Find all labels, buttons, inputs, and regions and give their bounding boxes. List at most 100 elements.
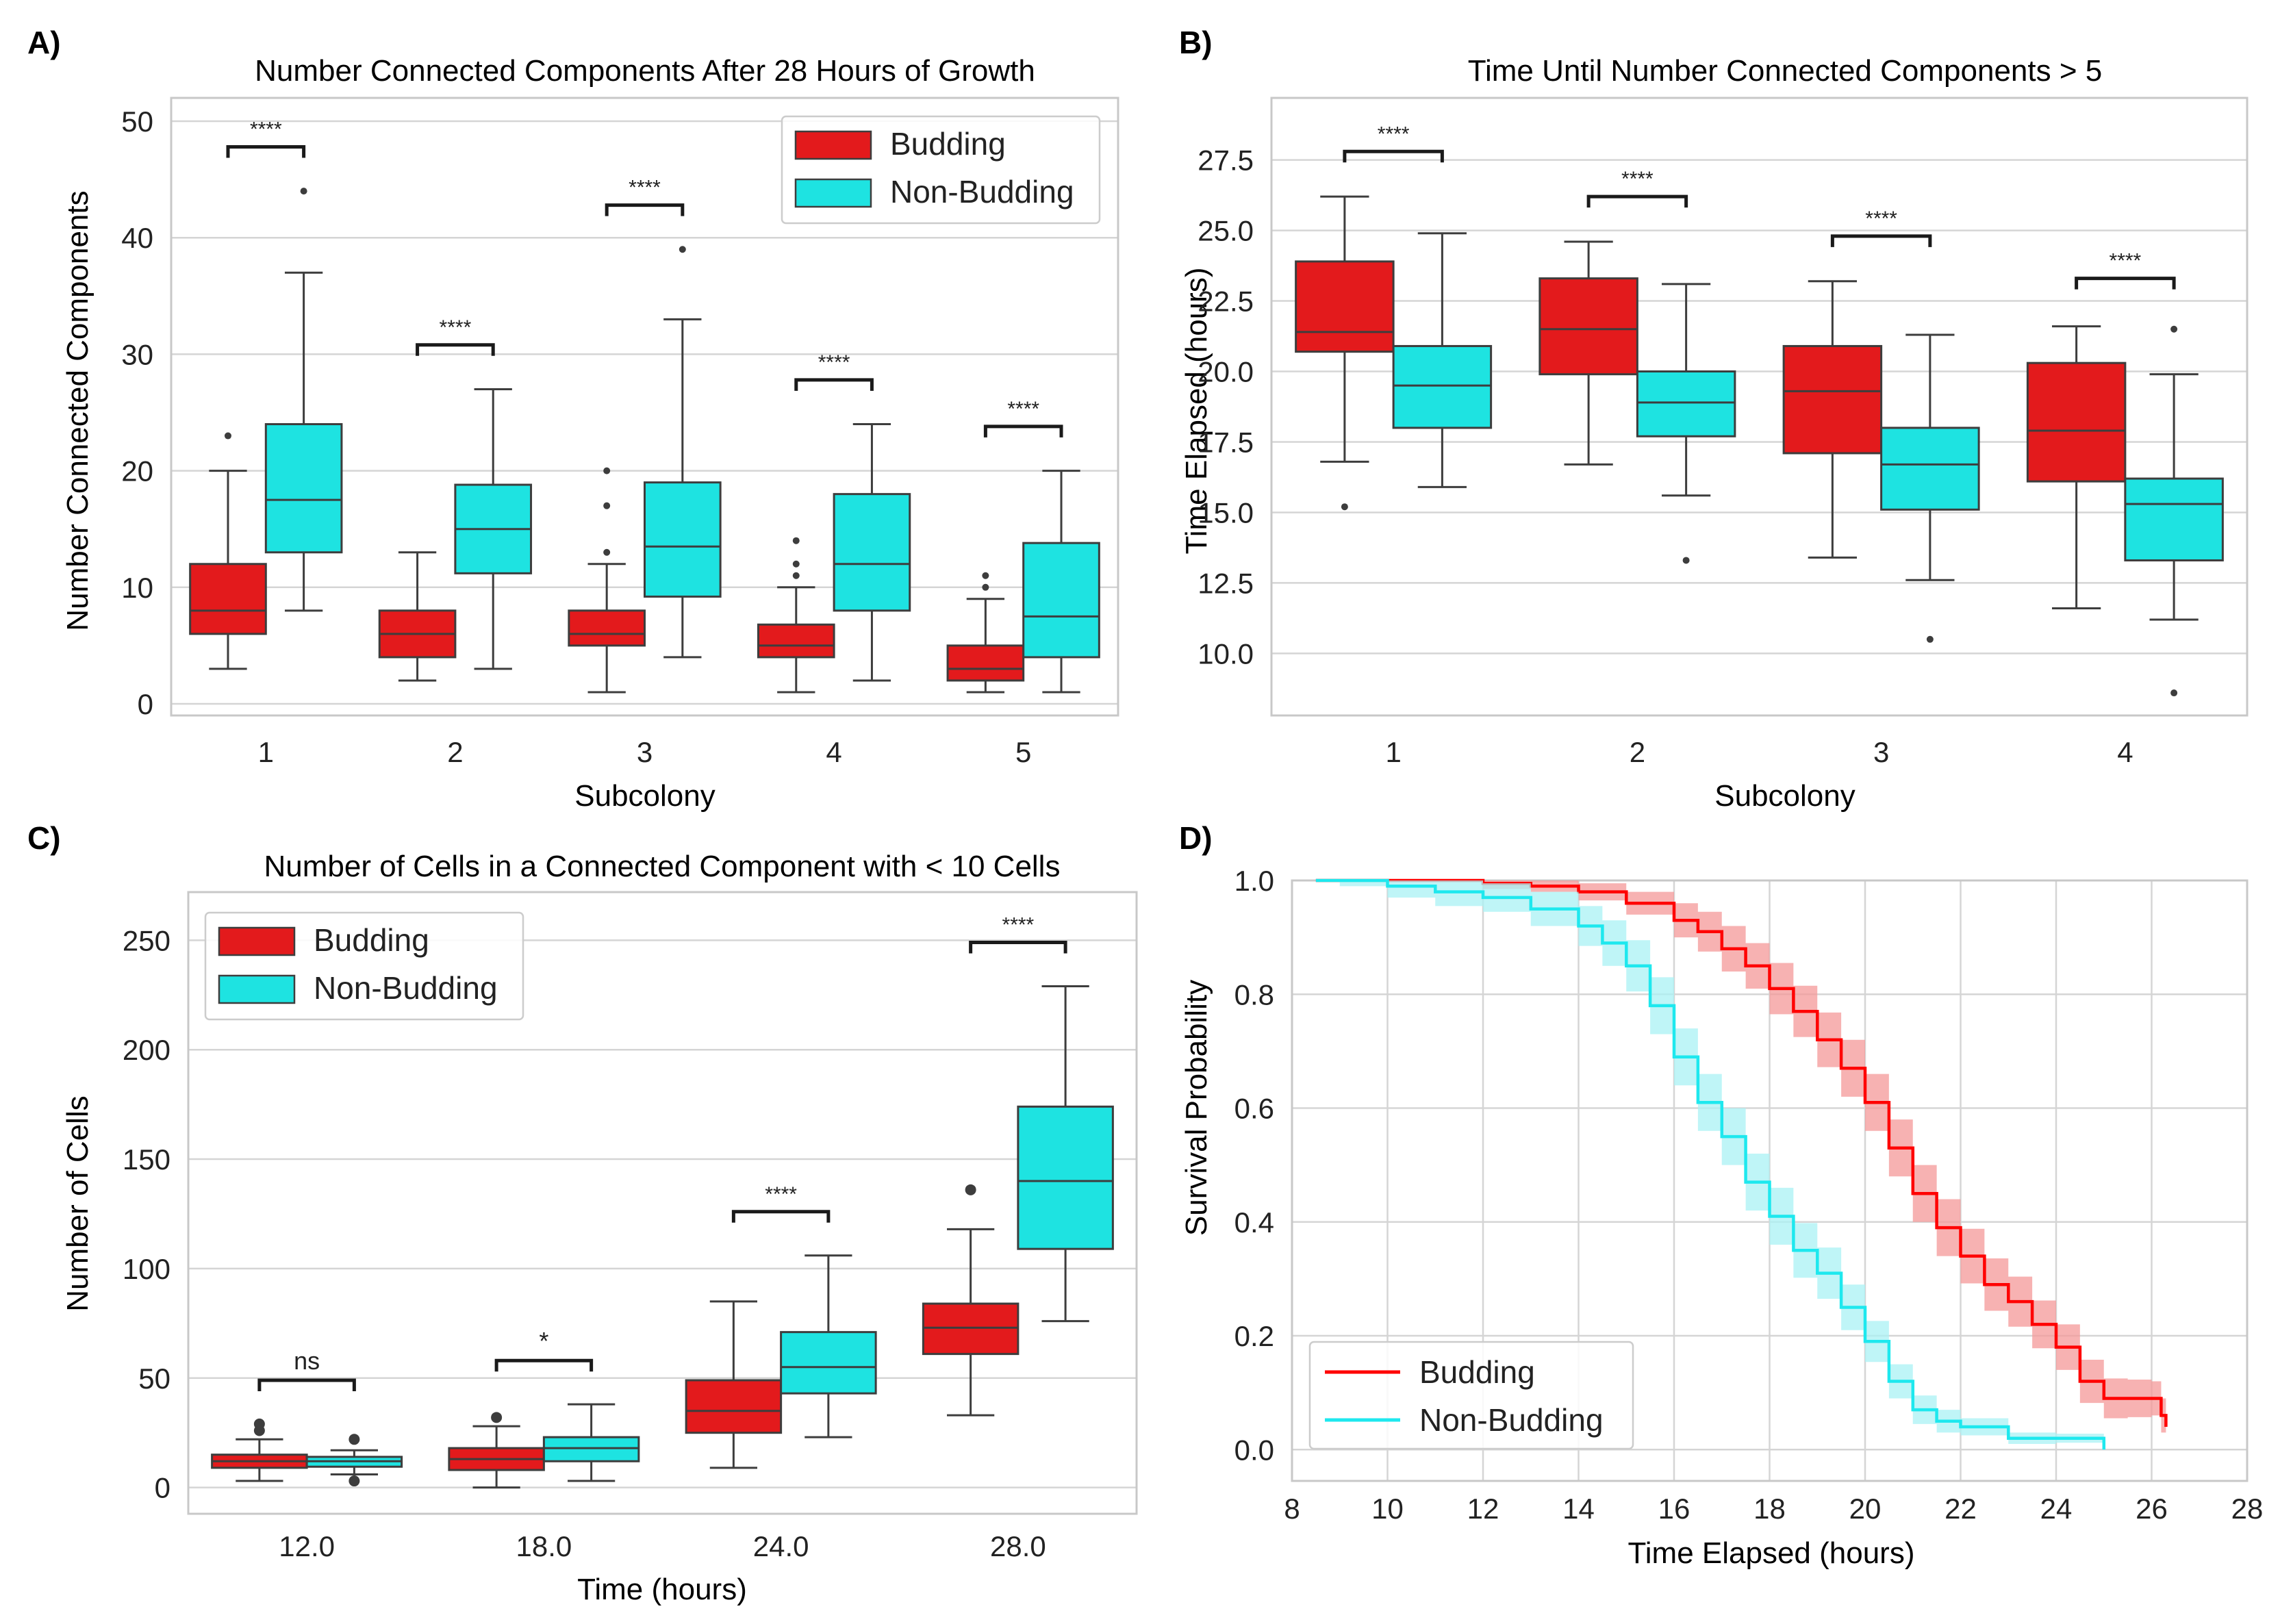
y-tick-label: 40 [121, 222, 153, 254]
plot-frame [170, 97, 1119, 717]
legend-swatch [794, 178, 872, 208]
significance-bracket [794, 378, 874, 391]
outlier-point [982, 572, 989, 579]
outlier-point [603, 467, 611, 474]
panel-b-label: B) [1179, 25, 1213, 60]
box-budding [685, 1379, 783, 1434]
outlier-point [491, 1412, 503, 1423]
y-tick-label: 27.5 [1198, 144, 1254, 177]
x-tick-label: 28 [2231, 1493, 2264, 1525]
outlier-point [603, 548, 611, 556]
legend-swatch [218, 926, 296, 956]
outlier-point [2170, 325, 2178, 333]
outlier-point [300, 188, 307, 195]
significance-bracket [257, 1378, 356, 1391]
significance-label: **** [1865, 207, 1897, 230]
panel-d: D) Time Elapsed (hours) Survival Probabi… [1179, 820, 2263, 1570]
legend-label: Budding [890, 126, 1006, 162]
panel-d-ylabel: Survival Probability [1180, 980, 1213, 1236]
box-non-budding [264, 423, 343, 554]
y-tick-label: 1.0 [1234, 865, 1274, 897]
box-non-budding [833, 493, 911, 612]
plot-frame [187, 891, 1138, 1515]
significance-bracket [983, 424, 1063, 437]
y-tick-label: 50 [138, 1362, 170, 1395]
box-budding [2026, 361, 2127, 483]
x-tick-label: 1 [258, 736, 274, 768]
significance-label: **** [440, 316, 472, 339]
significance-label: **** [2110, 250, 2142, 272]
legend-label: Non-Budding [1419, 1402, 1604, 1438]
x-tick-label: 18.0 [516, 1530, 572, 1562]
panel-d-label: D) [1179, 820, 1213, 856]
significance-label: * [539, 1327, 548, 1355]
outlier-point [679, 246, 686, 253]
panel-a-ylabel: Number Connected Components [61, 190, 94, 631]
x-tick-label: 24.0 [753, 1530, 809, 1562]
legend-swatch [794, 130, 872, 160]
significance-bracket [605, 203, 685, 216]
box-non-budding [1017, 1105, 1114, 1250]
legend-swatch [218, 974, 296, 1004]
panel-c-title: Number of Cells in a Connected Component… [264, 850, 1061, 883]
significance-label: **** [1002, 914, 1035, 937]
y-tick-label: 100 [123, 1253, 170, 1285]
outlier-point [2170, 689, 2178, 697]
x-tick-label: 4 [2117, 736, 2133, 768]
box-budding [568, 609, 646, 647]
x-tick-label: 4 [826, 736, 841, 768]
panel-c-ylabel: Number of Cells [61, 1095, 94, 1311]
x-tick-label: 24 [2040, 1493, 2073, 1525]
x-tick-label: 18 [1753, 1493, 1786, 1525]
outlier-point [965, 1184, 976, 1195]
outlier-point [224, 432, 231, 440]
panel-a-xlabel: Subcolony [574, 779, 715, 813]
legend-label: Budding [1419, 1354, 1535, 1390]
significance-label: **** [629, 177, 661, 199]
y-tick-label: 25.0 [1198, 215, 1254, 247]
significance-bracket [1343, 149, 1444, 163]
x-tick-label: 26 [2136, 1493, 2168, 1525]
outlier-point [792, 572, 800, 579]
panel-a-label: A) [27, 25, 61, 60]
significance-bracket [1586, 194, 1688, 208]
y-tick-label: 150 [123, 1143, 170, 1176]
y-tick-label: 10.0 [1198, 637, 1254, 670]
y-tick-label: 250 [123, 924, 170, 956]
x-tick-label: 12 [1467, 1493, 1499, 1525]
outlier-point [603, 502, 611, 509]
panel-c: C) Number of Cells in a Connected Compon… [27, 820, 1138, 1606]
x-tick-label: 20 [1849, 1493, 1882, 1525]
box-non-budding [644, 481, 722, 598]
outlier-point [792, 560, 800, 568]
survival-curve-non-budding [1315, 878, 2106, 1450]
outlier-point [349, 1434, 360, 1445]
y-tick-label: 0.2 [1234, 1320, 1274, 1352]
x-tick-label: 2 [1630, 736, 1645, 768]
panel-b-ylabel: Time Elapsed (hours) [1180, 268, 1213, 555]
box-budding [922, 1302, 1019, 1356]
significance-label: **** [250, 118, 282, 140]
box-non-budding [780, 1331, 877, 1395]
legend-label: Non-Budding [890, 174, 1074, 210]
x-tick-label: 3 [637, 736, 653, 768]
y-tick-label: 0.4 [1234, 1206, 1274, 1239]
survival-curve-budding [1315, 878, 2168, 1427]
x-tick-label: 22 [1945, 1493, 1977, 1525]
box-budding [189, 563, 267, 635]
panel-a-title: Number Connected Components After 28 Hou… [255, 54, 1035, 88]
legend-box [1308, 1341, 1634, 1450]
legend-label: Non-Budding [314, 970, 498, 1006]
box-non-budding [2124, 477, 2224, 561]
outlier-point [253, 1418, 265, 1430]
y-tick-label: 0 [138, 688, 153, 720]
significance-label: **** [1007, 398, 1039, 420]
panel-a: A) Number Connected Components After 28 … [27, 25, 1119, 813]
plot-frame [1291, 879, 2249, 1482]
box-non-budding [1022, 542, 1100, 659]
significance-label: ns [294, 1347, 320, 1375]
panel-b: B) Time Until Number Connected Component… [1179, 25, 2249, 813]
x-tick-label: 8 [1284, 1493, 1300, 1525]
y-tick-label: 15.0 [1198, 496, 1254, 529]
panel-b-xlabel: Subcolony [1714, 779, 1855, 813]
